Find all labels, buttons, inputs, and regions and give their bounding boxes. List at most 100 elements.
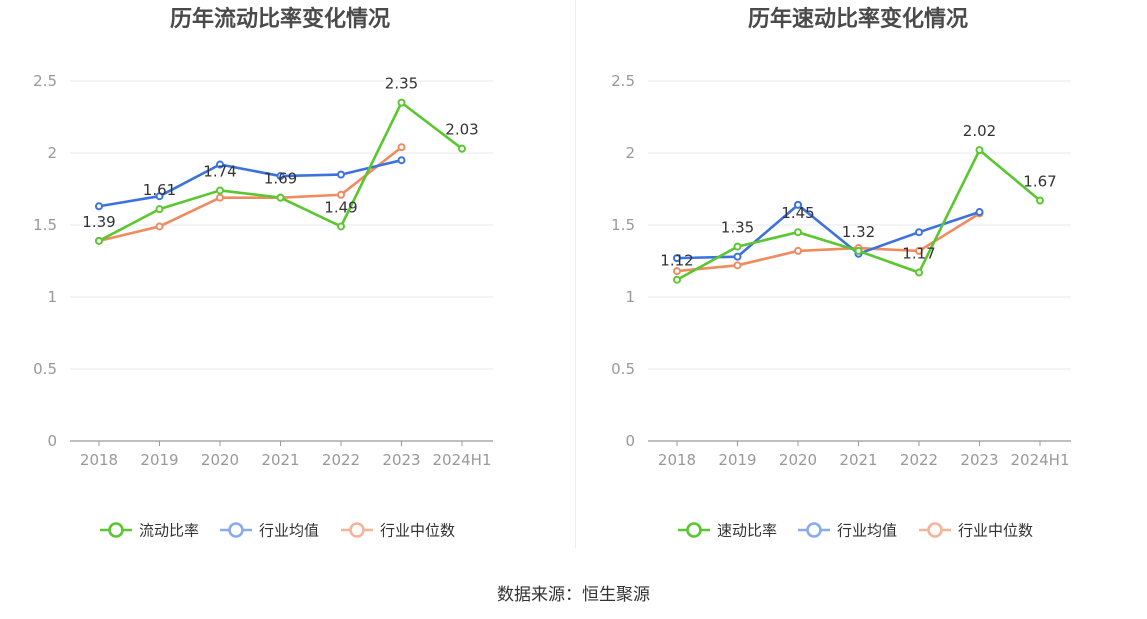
quick-ratio-data-label: 2.02 [963,122,996,140]
current-ratio-y-tick-label: 0.5 [33,360,57,378]
quick-ratio-x-tick-label: 2018 [658,451,696,469]
current-ratio-x-tick-label: 2018 [80,451,118,469]
quick-ratio-y-tick-label: 2 [625,144,635,162]
current-ratio-series-2-point [216,160,224,169]
current-ratio-series-3-line [97,145,403,243]
quick-ratio-x-tick-label: 2024H1 [1011,451,1070,469]
quick-ratio-x-tick-label: 2021 [839,451,877,469]
current-ratio-y-tick-label: 0 [47,432,57,450]
current-ratio-legend-item-3[interactable]: 行业中位数 [341,522,455,540]
panel-divider [575,0,576,548]
current-ratio-series-3-point [216,193,224,202]
quick-ratio-series-2-point [794,200,802,209]
quick-ratio-series-2-point [975,208,984,217]
quick-ratio-y-tick-label: 0.5 [611,360,635,378]
quick-ratio-series-1-point [854,246,863,255]
quick-ratio-data-label: 1.67 [1023,173,1056,191]
current-ratio-series-1-point [458,144,466,153]
legend-circle-icon [686,522,702,538]
quick-ratio-title: 历年速动比率变化情况 [748,6,968,32]
quick-ratio-series-3-point [673,267,681,276]
current-ratio-series-2-point [276,172,285,181]
quick-ratio-series-1-point [915,268,923,277]
legend-circle-icon [806,522,822,538]
quick-ratio-series-3-point [733,261,742,270]
current-ratio-series-3-point [155,222,164,231]
current-ratio-data-label: 1.49 [324,198,357,216]
quick-ratio-y-tick-label: 0 [625,432,635,450]
current-ratio-series-1-point [337,222,345,231]
current-ratio-legend-item-2[interactable]: 行业均值 [220,522,319,540]
current-ratio-series-2-point [337,170,345,179]
current-ratio-legend-item-1[interactable]: 流动比率 [100,522,199,540]
quick-ratio-series-1-point [794,228,802,237]
current-ratio-data-label: 2.35 [385,75,418,93]
current-ratio-series-2-line [97,158,403,208]
quick-ratio-legend-label-1: 速动比率 [717,522,777,540]
current-ratio-data-label: 1.74 [203,162,236,180]
quick-ratio-data-label: 1.45 [781,204,814,222]
current-ratio-series-1-point [276,193,285,202]
quick-ratio-series-1-point [673,275,681,284]
current-ratio-title: 历年流动比率变化情况 [170,6,390,32]
quick-ratio-series-1-point [1036,196,1044,205]
current-ratio-legend-label-2: 行业均值 [259,522,319,540]
current-ratio-y-tick-label: 1 [47,288,57,306]
current-ratio-data-label: 1.61 [143,181,176,199]
quick-ratio-data-label: 1.32 [842,223,875,241]
current-ratio-y-tick-label: 2 [47,144,57,162]
current-ratio-series-1-point [155,205,164,214]
quick-ratio-series-3-point [794,246,802,255]
current-ratio-series-1-point [216,186,224,195]
quick-ratio-series-1-point [975,146,984,155]
current-ratio-x-tick-label: 2023 [382,451,420,469]
quick-ratio-y-tick-label: 2.5 [611,72,635,90]
quick-ratio-series-1-line [675,148,1042,282]
current-ratio-data-label: 1.69 [264,170,297,188]
current-ratio-x-tick-label: 2024H1 [433,451,492,469]
quick-ratio-data-label: 1.35 [721,219,754,237]
current-ratio-x-tick-label: 2019 [140,451,178,469]
quick-ratio-legend-label-3: 行业中位数 [958,522,1033,540]
quick-ratio-legend-item-2[interactable]: 行业均值 [798,522,897,540]
current-ratio-series-3-point [337,190,345,199]
current-ratio-series-2-point [95,202,103,211]
quick-ratio-y-tick-label: 1 [625,288,635,306]
quick-ratio-data-label: 1.12 [660,252,693,270]
current-ratio-y-tick-label: 1.5 [33,216,57,234]
quick-ratio-x-tick-label: 2023 [960,451,998,469]
quick-ratio-y-tick-label: 1.5 [611,216,635,234]
quick-ratio-x-tick-label: 2022 [900,451,938,469]
legend-circle-icon [228,522,244,538]
current-ratio-legend-label-3: 行业中位数 [380,522,455,540]
quick-ratio-x-tick-label: 2019 [718,451,756,469]
current-ratio-x-tick-label: 2021 [261,451,299,469]
current-ratio-series-2-point [155,192,164,201]
legend-circle-icon [349,522,365,538]
current-ratio-series-1-point [95,236,103,245]
legend-circle-icon [108,522,124,538]
quick-ratio-legend-item-1[interactable]: 速动比率 [678,522,777,540]
current-ratio-x-tick-label: 2022 [322,451,360,469]
quick-ratio-legend-item-3[interactable]: 行业中位数 [919,522,1033,540]
quick-ratio-x-tick-label: 2020 [779,451,817,469]
current-ratio-chart-panel: 历年流动比率变化情况 0 0.5 1 1.5 2 2.5 2018 2019 2020 2021 20… [0,0,573,560]
quick-ratio-series-2-point [733,252,742,261]
quick-ratio-series-2-line [675,203,981,260]
current-ratio-legend-label-1: 流动比率 [139,522,199,540]
legend-circle-icon [927,522,943,538]
quick-ratio-series-2-point [673,254,681,263]
current-ratio-x-tick-label: 2020 [201,451,239,469]
current-ratio-data-label: 2.03 [445,121,478,139]
quick-ratio-data-label: 1.17 [902,245,935,263]
current-ratio-series-3-point [397,143,406,152]
quick-ratio-svg: 历年速动比率变化情况 0 0.5 1 1.5 2 2.5 2018 2019 2020 2021 20… [611,6,1071,540]
quick-ratio-series-3-point [915,246,923,255]
quick-ratio-series-2-point [915,228,923,237]
quick-ratio-legend-label-2: 行业均值 [837,522,897,540]
current-ratio-y-tick-label: 2.5 [33,72,57,90]
current-ratio-data-label: 1.39 [82,213,115,231]
quick-ratio-series-3-line [675,212,981,273]
data-source-note: 数据来源：恒生聚源 [497,585,650,605]
quick-ratio-chart-panel: 历年速动比率变化情况 0 0.5 1 1.5 2 2.5 2018 2019 2020 2021 20… [578,0,1147,560]
